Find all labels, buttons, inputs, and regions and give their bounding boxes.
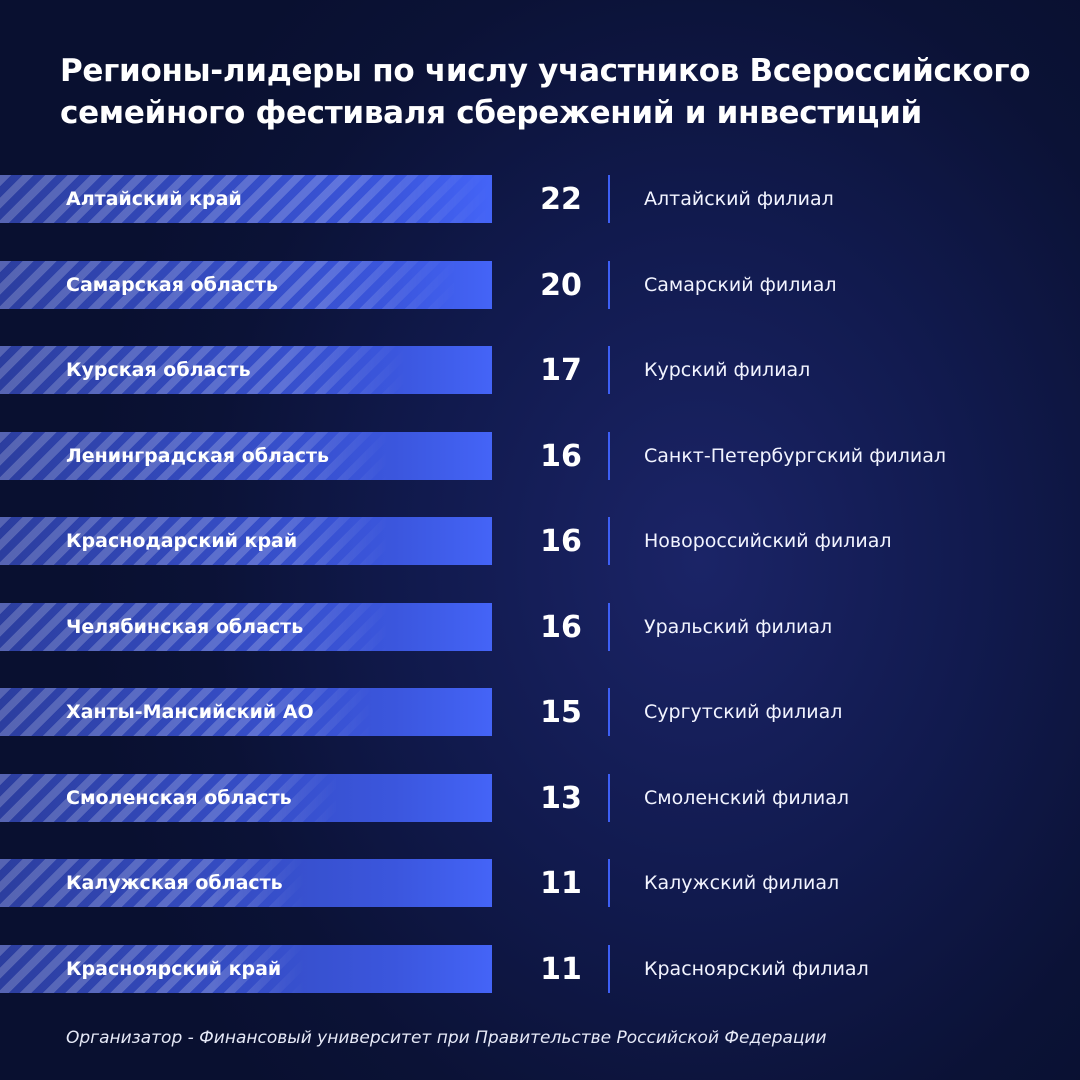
branch-label: Уральский филиал (644, 616, 833, 638)
branch-label: Курский филиал (644, 359, 811, 381)
bar-stripes (0, 774, 339, 822)
bar-stripes (0, 432, 390, 480)
participant-count: 11 (540, 952, 582, 987)
region-label: Ленинградская область (66, 445, 330, 467)
chart-title: Регионы-лидеры по числу участников Всеро… (60, 50, 1050, 134)
branch-label: Санкт-Петербургский филиал (644, 445, 947, 467)
region-bar: Алтайский край (0, 175, 492, 223)
participant-count: 13 (540, 781, 582, 816)
region-label: Калужская область (66, 872, 283, 894)
region-label: Алтайский край (66, 188, 242, 210)
chart-title-line-1: Регионы-лидеры по числу участников Всеро… (60, 53, 1031, 89)
participant-count: 22 (540, 182, 582, 217)
region-label: Ханты-Мансийский АО (66, 701, 314, 723)
region-bar: Челябинская область (0, 603, 492, 651)
ranking-row: Ханты-Мансийский АО 15 Сургутский филиал (0, 688, 1080, 736)
participant-count: 16 (540, 439, 582, 474)
bar-stripes (0, 688, 373, 736)
region-bar: Самарская область (0, 261, 492, 309)
bar-stripes (0, 859, 305, 907)
region-label: Краснодарский край (66, 530, 298, 552)
row-divider (608, 945, 610, 993)
organizer-footnote: Организатор - Финансовый университет при… (66, 1028, 827, 1048)
ranking-row: Курская область 17 Курский филиал (0, 346, 1080, 394)
bar-stripes (0, 175, 492, 223)
ranking-row: Самарская область 20 Самарский филиал (0, 261, 1080, 309)
row-divider (608, 346, 610, 394)
participant-count: 15 (540, 695, 582, 730)
branch-label: Сургутский филиал (644, 701, 843, 723)
participant-count: 16 (540, 524, 582, 559)
participant-count: 16 (540, 610, 582, 645)
bar-stripes (0, 261, 458, 309)
ranking-row: Алтайский край 22 Алтайский филиал (0, 175, 1080, 223)
participant-count: 17 (540, 353, 582, 388)
region-label: Самарская область (66, 274, 278, 296)
ranking-row: Краснодарский край 16 Новороссийский филиа… (0, 517, 1080, 565)
row-divider (608, 859, 610, 907)
ranking-row: Калужская область 11 Калужский филиал (0, 859, 1080, 907)
branch-label: Новороссийский филиал (644, 530, 892, 552)
ranking-row: Красноярский край 11 Красноярский филиал (0, 945, 1080, 993)
region-bar: Ханты-Мансийский АО (0, 688, 492, 736)
region-bar: Калужская область (0, 859, 492, 907)
row-divider (608, 774, 610, 822)
region-bar: Красноярский край (0, 945, 492, 993)
chart-title-line-2: семейного фестиваля сбережений и инвести… (60, 95, 922, 131)
bar-stripes (0, 945, 305, 993)
branch-label: Алтайский филиал (644, 188, 834, 210)
bar-stripes (0, 517, 390, 565)
branch-label: Калужский филиал (644, 872, 840, 894)
branch-label: Смоленский филиал (644, 787, 850, 809)
region-label: Челябинская область (66, 616, 304, 638)
region-bar: Краснодарский край (0, 517, 492, 565)
ranking-row: Ленинградская область 16 Санкт-Петербургск… (0, 432, 1080, 480)
row-divider (608, 432, 610, 480)
row-divider (608, 261, 610, 309)
bar-stripes (0, 603, 390, 651)
ranking-row: Смоленская область 13 Смоленский филиал (0, 774, 1080, 822)
row-divider (608, 517, 610, 565)
participant-count: 20 (540, 268, 582, 303)
region-label: Смоленская область (66, 787, 292, 809)
branch-label: Красноярский филиал (644, 958, 869, 980)
bar-stripes (0, 346, 407, 394)
row-divider (608, 603, 610, 651)
region-label: Красноярский край (66, 958, 282, 980)
region-bar: Смоленская область (0, 774, 492, 822)
region-label: Курская область (66, 359, 251, 381)
branch-label: Самарский филиал (644, 274, 837, 296)
row-divider (608, 175, 610, 223)
ranking-row: Челябинская область 16 Уральский филиал (0, 603, 1080, 651)
region-bar: Ленинградская область (0, 432, 492, 480)
row-divider (608, 688, 610, 736)
participant-count: 11 (540, 866, 582, 901)
region-bar: Курская область (0, 346, 492, 394)
